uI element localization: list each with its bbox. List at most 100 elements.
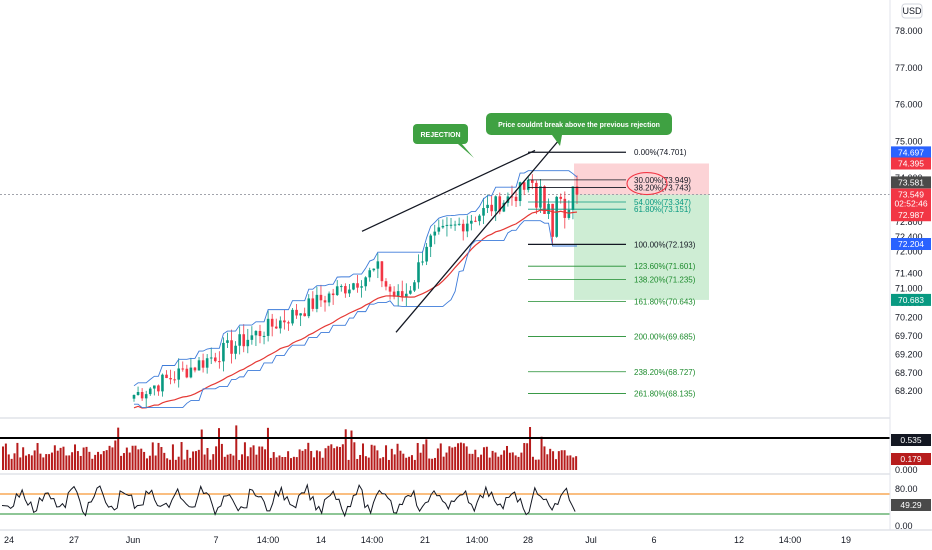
candle-body — [425, 246, 428, 262]
time-tick-label: 24 — [4, 535, 14, 545]
volume-bar — [65, 455, 68, 470]
volume-bar — [362, 443, 364, 470]
candle — [201, 353, 205, 373]
candle-body — [465, 223, 469, 232]
channel-upper-line — [133, 170, 578, 387]
volume-bar — [278, 455, 281, 470]
candle-body — [530, 179, 534, 183]
candle-body — [364, 277, 367, 287]
candle — [405, 283, 408, 307]
candle-body — [417, 262, 420, 283]
candle-body — [445, 224, 449, 226]
candle — [295, 304, 298, 319]
stop-loss-zone — [574, 163, 709, 195]
candle-body — [323, 300, 327, 303]
candle-body — [433, 231, 437, 236]
volume-bar — [45, 454, 48, 470]
candle-body — [449, 224, 453, 226]
fib-level-label: 161.80%(70.643) — [634, 297, 696, 306]
candle — [242, 324, 246, 353]
volume-bar — [36, 443, 39, 470]
price-tick-label: 72.000 — [895, 247, 923, 257]
price-axis[interactable]: USD78.00077.00076.00075.00074.00073.6007… — [889, 0, 931, 530]
volume-bar — [203, 454, 206, 470]
candle — [567, 200, 571, 220]
volume-bar — [569, 455, 572, 470]
candle — [222, 337, 225, 372]
candle-body — [140, 392, 144, 399]
candle — [157, 384, 160, 396]
time-tick-label: 14:00 — [361, 535, 384, 545]
price-badge: 70.683 — [891, 293, 931, 306]
candle — [319, 284, 323, 307]
candle-body — [339, 286, 343, 288]
volume-bar — [91, 458, 94, 470]
volume-bar — [457, 443, 460, 470]
volume-bar — [134, 445, 137, 470]
candle-body — [173, 379, 176, 381]
volume-bar — [27, 454, 30, 470]
volume-bar — [50, 452, 53, 470]
fib-level-label: 54.00%(73.347) — [634, 198, 691, 207]
candle-body — [502, 202, 506, 212]
candle — [388, 284, 392, 300]
volume-bar — [114, 440, 117, 470]
volume-bar — [471, 453, 474, 470]
volume-bar — [212, 454, 215, 470]
oscillator-pane[interactable]: 80.00 49.29 0.00 — [0, 483, 931, 531]
candle-body — [234, 345, 237, 354]
volume-bar — [189, 457, 192, 470]
volume-bar — [445, 452, 448, 470]
candle — [148, 387, 152, 396]
volume-bar — [140, 448, 143, 470]
candle-body — [201, 360, 205, 368]
candle-body — [303, 313, 306, 317]
candle — [486, 194, 489, 213]
volume-bar — [19, 457, 22, 470]
volume-bar — [310, 450, 313, 470]
candle-body — [226, 340, 229, 343]
volume-bar — [10, 458, 13, 470]
candle-body — [413, 282, 416, 291]
fib-level-label: 138.20%(71.235) — [634, 276, 696, 285]
wedge-upper-trendline — [361, 149, 536, 232]
time-tick-label: 7 — [213, 535, 218, 545]
candle-body — [254, 330, 258, 336]
candle — [266, 310, 270, 342]
volume-bar — [511, 452, 514, 470]
volume-bar — [25, 455, 28, 470]
fib-level-label: 261.80%(68.135) — [634, 390, 696, 399]
candle-body — [213, 357, 217, 362]
candle — [352, 282, 355, 291]
candle — [153, 385, 156, 396]
volume-bar — [266, 427, 269, 470]
volume-bar — [382, 457, 385, 470]
candle — [417, 254, 420, 289]
candle — [461, 219, 465, 241]
candle — [270, 313, 274, 337]
candle — [287, 320, 290, 331]
volume-bar — [97, 451, 100, 470]
volume-bar — [94, 454, 97, 470]
candle — [364, 276, 367, 291]
candle — [283, 309, 286, 330]
candle-body — [486, 204, 489, 209]
price-badge-box — [891, 176, 931, 189]
candle-body — [153, 385, 156, 389]
candle-body — [258, 330, 262, 337]
candle-body — [555, 196, 558, 237]
volume-bar — [22, 447, 25, 470]
candle — [465, 215, 469, 238]
volume-bar — [16, 442, 19, 470]
volume-bar — [102, 451, 105, 470]
price-tick-label: 78.000 — [895, 26, 923, 36]
volume-bar — [252, 445, 255, 470]
volume-bar — [183, 459, 186, 470]
time-axis[interactable]: 24 27 Jun 7 14:00 14 14:00 21 14:00 28 Jul 6 12 14:00… — [4, 535, 851, 545]
candle-body — [368, 270, 372, 278]
price-badge-box — [891, 209, 931, 222]
candle-body — [266, 318, 270, 336]
volume-bar — [393, 454, 396, 470]
